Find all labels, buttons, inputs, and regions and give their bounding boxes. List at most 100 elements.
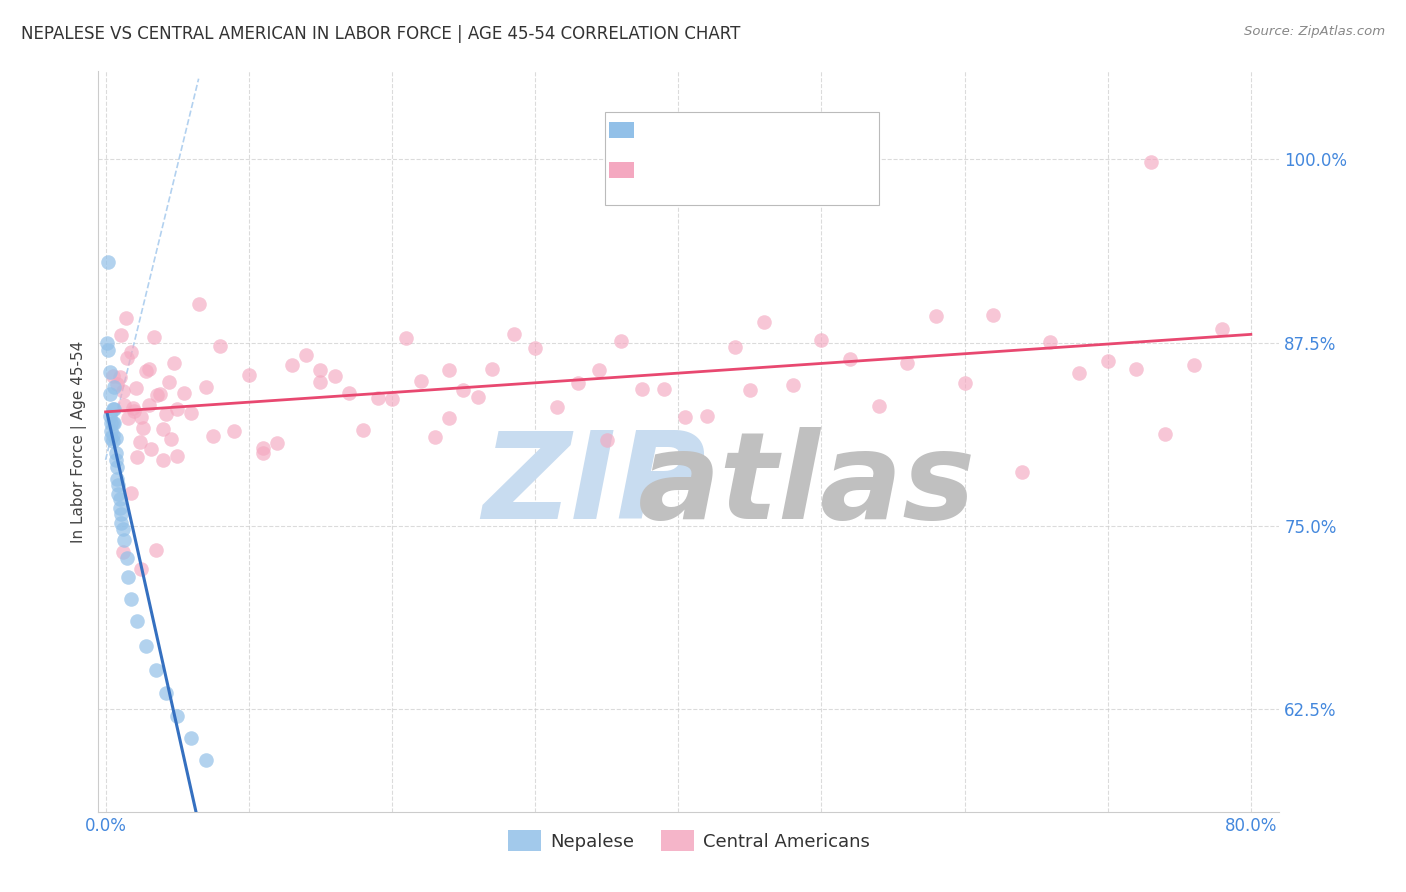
Y-axis label: In Labor Force | Age 45-54: In Labor Force | Age 45-54	[72, 341, 87, 542]
Point	[103, 416, 125, 430]
Point	[696, 409, 718, 423]
Point	[103, 379, 125, 393]
Point	[981, 308, 1004, 322]
Point	[437, 363, 460, 377]
Point	[673, 409, 696, 424]
Text: N =: N =	[741, 120, 799, 138]
Point	[122, 404, 145, 418]
Point	[252, 446, 274, 460]
Point	[143, 330, 166, 344]
Point	[163, 355, 186, 369]
Point	[1154, 427, 1177, 442]
Point	[437, 411, 460, 425]
Point	[101, 434, 124, 448]
Point	[107, 477, 129, 491]
Point	[1039, 334, 1062, 349]
Text: 0.171: 0.171	[682, 161, 738, 178]
Point	[295, 348, 318, 362]
Point	[187, 297, 209, 311]
Point	[141, 442, 163, 456]
Point	[131, 562, 153, 576]
Point	[104, 453, 127, 467]
Point	[146, 388, 169, 402]
Point	[155, 407, 177, 421]
Point	[724, 339, 747, 353]
Point	[129, 435, 152, 450]
Point	[252, 441, 274, 455]
Point	[125, 614, 148, 628]
Point	[145, 663, 167, 677]
Point	[110, 328, 132, 343]
Point	[111, 544, 134, 558]
Point	[152, 421, 174, 435]
Point	[120, 486, 142, 500]
Point	[101, 416, 124, 430]
Point	[157, 376, 180, 390]
Point	[104, 431, 127, 445]
Point	[266, 435, 288, 450]
Point	[810, 333, 832, 347]
Point	[352, 424, 374, 438]
Point	[453, 384, 475, 398]
Point	[149, 387, 172, 401]
Point	[124, 381, 146, 395]
Point	[110, 507, 132, 521]
Point	[309, 376, 332, 390]
Point	[166, 449, 188, 463]
Point	[108, 370, 131, 384]
Point	[110, 516, 132, 530]
Point	[98, 409, 121, 423]
Point	[107, 486, 129, 500]
Point	[868, 399, 890, 413]
Point	[201, 428, 224, 442]
Legend: Nepalese, Central Americans: Nepalese, Central Americans	[501, 823, 877, 858]
Point	[610, 334, 633, 348]
Point	[100, 431, 122, 445]
Point	[337, 386, 360, 401]
Point	[1097, 354, 1119, 368]
Point	[112, 533, 135, 548]
Point	[1211, 322, 1233, 336]
Point	[155, 686, 177, 700]
Point	[467, 390, 489, 404]
Point	[111, 522, 134, 536]
Point	[101, 428, 124, 442]
Point	[839, 351, 862, 366]
Point	[135, 639, 157, 653]
Point	[96, 335, 118, 350]
Point	[115, 351, 138, 366]
Text: atlas: atlas	[638, 427, 976, 544]
Point	[115, 551, 138, 566]
Point	[173, 385, 195, 400]
Point	[98, 387, 121, 401]
Text: ZIP: ZIP	[482, 427, 706, 544]
Point	[117, 411, 139, 425]
Point	[524, 341, 547, 355]
Point	[323, 369, 346, 384]
Point	[108, 501, 131, 516]
Point	[135, 364, 157, 378]
Point	[138, 362, 160, 376]
Point	[546, 400, 568, 414]
Text: Source: ZipAtlas.com: Source: ZipAtlas.com	[1244, 25, 1385, 38]
Point	[595, 433, 617, 447]
Text: R =: R =	[637, 161, 676, 178]
Point	[738, 160, 761, 174]
Point	[953, 376, 976, 391]
Point	[120, 345, 142, 359]
Point	[423, 429, 446, 443]
Point	[567, 376, 589, 391]
Point	[117, 570, 139, 584]
Point	[105, 472, 128, 486]
Point	[738, 383, 761, 397]
Point	[111, 384, 134, 398]
Point	[367, 392, 389, 406]
Point	[138, 398, 160, 412]
Point	[409, 374, 432, 388]
Point	[588, 363, 610, 377]
Point	[280, 358, 302, 372]
Point	[125, 450, 148, 464]
Point	[1182, 359, 1205, 373]
Point	[100, 424, 122, 438]
Point	[98, 365, 121, 379]
